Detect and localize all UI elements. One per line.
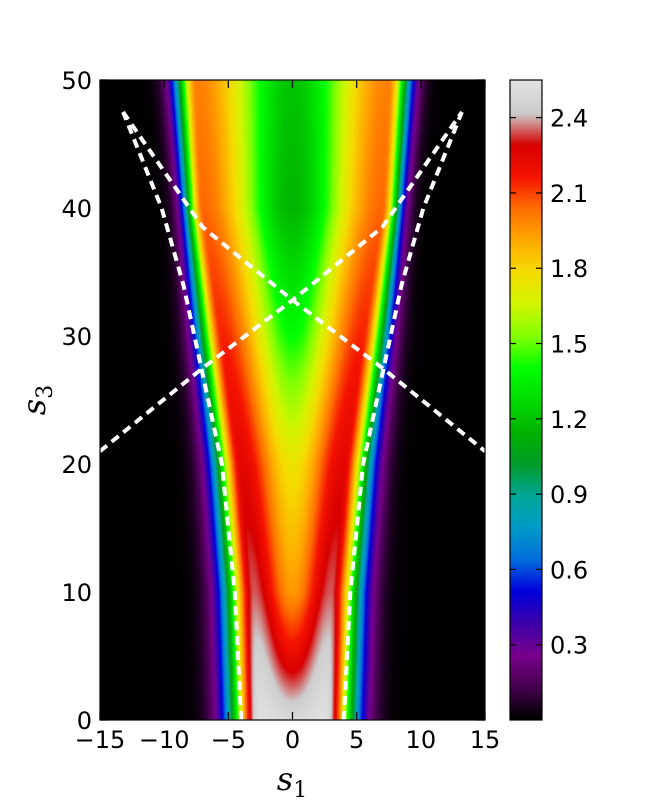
x-tick-label: −10: [139, 726, 190, 754]
y-tick-label: 50: [61, 67, 92, 95]
x-tick-label: −15: [75, 726, 126, 754]
heatmap-area: [100, 80, 485, 720]
y-tick-label: 30: [61, 323, 92, 351]
colorbar-tick-label: 2.1: [550, 180, 588, 208]
overlay-curve-1: [121, 111, 244, 720]
y-tick-label: 20: [61, 451, 92, 479]
x-tick-label: 5: [349, 726, 364, 754]
x-tick-label: 0: [285, 726, 300, 754]
colorbar-tick-label: 1.2: [550, 406, 588, 434]
colorbar-tick-label: 0.3: [550, 632, 588, 660]
colorbar-tick-label: 1.8: [550, 255, 588, 283]
y-tick-label: 0: [77, 707, 92, 735]
colorbar-frame: [509, 79, 543, 721]
overlay-curves: [100, 110, 485, 720]
x-axis-ticks: −15 −10 −5 0 5 10 15: [75, 80, 501, 754]
y-axis-ticks: 0 10 20 30 40 50: [61, 67, 485, 735]
x-tick-label: 10: [406, 726, 437, 754]
x-tick-label: −5: [211, 726, 246, 754]
colorbar-tick-label: 0.9: [550, 481, 588, 509]
y-tick-label: 10: [61, 579, 92, 607]
overlay-curve-2: [341, 111, 464, 720]
colorbar-tick-label: 0.6: [550, 556, 588, 584]
colorbar: 0.3 0.6 0.9 1.2 1.5 1.8 2.1 2.4: [509, 79, 588, 721]
y-tick-label: 40: [61, 195, 92, 223]
y-axis-label: s3: [15, 385, 58, 415]
colorbar-ticks: 0.3 0.6 0.9 1.2 1.5 1.8 2.1 2.4: [510, 105, 588, 660]
x-axis-label: s1: [277, 760, 307, 800]
colorbar-tick-label: 1.5: [550, 331, 588, 359]
heatmap-image: [100, 80, 485, 720]
colorbar-tick-label: 2.4: [550, 105, 588, 133]
x-tick-label: 15: [470, 726, 501, 754]
overlay-curve-4: [121, 110, 485, 453]
colorbar-gradient: [510, 80, 542, 720]
